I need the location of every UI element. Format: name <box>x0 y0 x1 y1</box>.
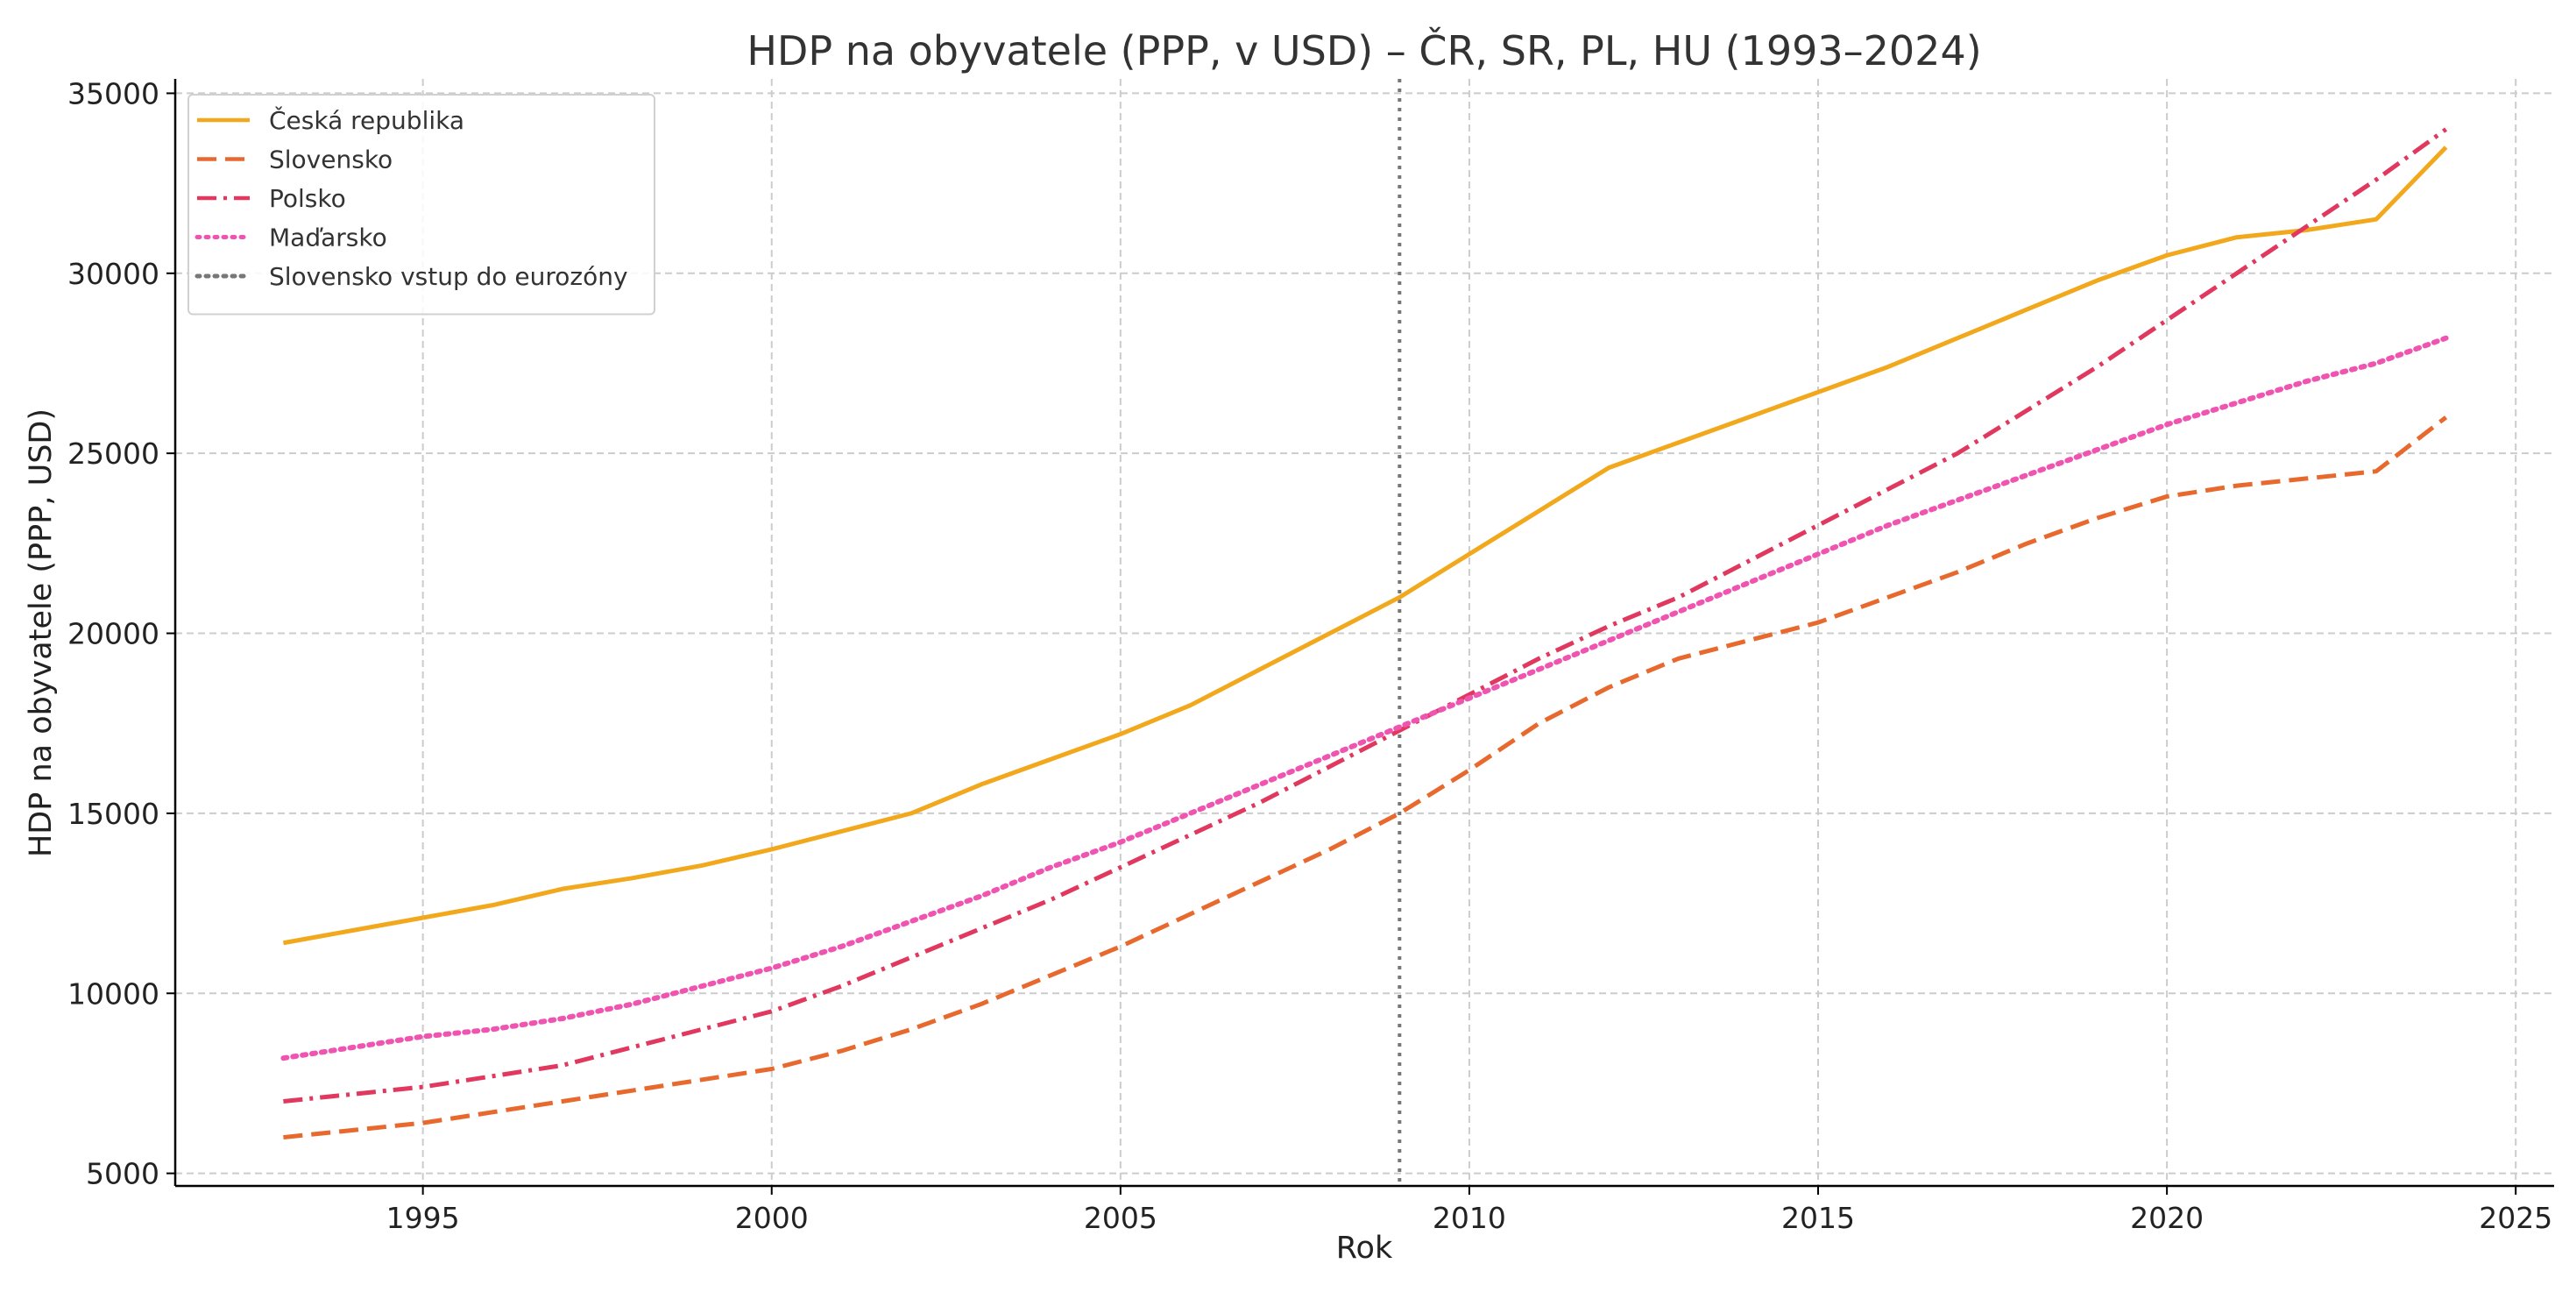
x-tick-label: 2025 <box>2479 1201 2552 1235</box>
x-tick-label: 2005 <box>1084 1201 1157 1235</box>
legend-label: Slovensko vstup do eurozóny <box>269 262 628 291</box>
x-tick-label: 2010 <box>1433 1201 1506 1235</box>
x-tick-label: 2020 <box>2130 1201 2204 1235</box>
legend-label: Slovensko <box>269 146 393 174</box>
series-lines <box>280 127 2449 1140</box>
y-tick-label: 35000 <box>67 76 159 110</box>
y-tick-label: 20000 <box>67 617 159 651</box>
x-tick-label: 2000 <box>735 1201 809 1235</box>
legend-label: Polsko <box>269 184 346 213</box>
y-tick-label: 15000 <box>67 797 159 831</box>
series-line-2 <box>283 127 2448 1104</box>
y-tick-label: 30000 <box>67 257 159 291</box>
legend-label: Maďarsko <box>269 224 387 252</box>
series-line-3 <box>280 335 2449 1061</box>
ticks: 1995 2000 2005 2010 2015 2020 2025 5000 10000 150… <box>67 76 2552 1235</box>
chart-title: HDP na obyvatele (PPP, v USD) – ČR, SR, … <box>747 26 1981 75</box>
legend: Česká republika Slovensko Polsko Maďarsko Sl… <box>188 94 655 316</box>
legend-label: Česká republika <box>269 105 464 135</box>
x-axis-title: Rok <box>1336 1231 1393 1266</box>
axes <box>173 79 2554 1188</box>
x-tick-label: 2015 <box>1781 1201 1855 1235</box>
x-tick-label: 1995 <box>386 1201 460 1235</box>
y-tick-label: 25000 <box>67 437 159 471</box>
grid <box>175 79 2554 1186</box>
series-line-0 <box>282 146 2448 946</box>
y-tick-label: 5000 <box>86 1157 159 1191</box>
y-tick-label: 10000 <box>67 976 159 1011</box>
series-line-1 <box>283 415 2448 1140</box>
y-axis-title: HDP na obyvatele (PPP, USD) <box>24 408 59 857</box>
legend-box <box>188 94 655 316</box>
